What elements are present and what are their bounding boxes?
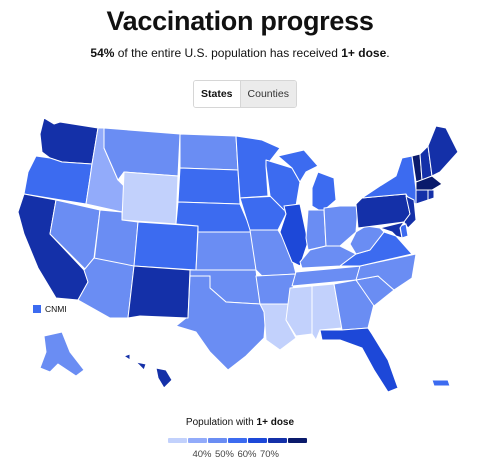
legend-swatch	[228, 438, 247, 443]
state-MN[interactable]	[235, 135, 281, 199]
page-title: Vaccination progress	[106, 6, 374, 36]
legend-swatch	[208, 438, 227, 443]
legend-title-prefix: Population with	[185, 417, 257, 428]
state-KY[interactable]	[299, 245, 357, 269]
state-TX[interactable]	[175, 275, 267, 371]
subtitle-end: .	[386, 46, 390, 60]
state-NM[interactable]	[127, 265, 191, 319]
subtitle-text: of the entire U.S. population has receiv…	[114, 46, 342, 60]
legend-swatch	[248, 438, 267, 443]
tab-counties[interactable]: Counties	[240, 81, 296, 107]
legend-ticks: 40% 50% 60% 70%	[192, 449, 279, 460]
subtitle-percent: 54%	[90, 46, 115, 60]
legend-swatch	[168, 438, 187, 443]
legend-swatch	[268, 438, 287, 443]
state-AK[interactable]	[39, 331, 85, 377]
state-RI[interactable]	[427, 189, 435, 201]
legend-swatch	[188, 438, 207, 443]
legend-swatch	[288, 438, 307, 443]
legend-title: Population with 1+ dose	[0, 417, 480, 428]
cnmi-swatch	[33, 305, 41, 313]
legend-swatches	[168, 438, 307, 443]
subtitle-dose: 1+ dose	[341, 46, 387, 60]
cnmi-territory[interactable]: CNMI	[33, 304, 67, 314]
page-subtitle: 54% of the entire U.S. population has re…	[0, 46, 480, 60]
state-NC[interactable]	[355, 253, 417, 291]
view-toggle: States Counties	[193, 80, 297, 108]
state-PR[interactable]	[431, 379, 451, 387]
legend-tick-label: 70%	[260, 449, 280, 460]
state-MA[interactable]	[415, 175, 443, 191]
state-NJ[interactable]	[403, 195, 417, 229]
legend-title-bold: 1+ dose	[256, 417, 295, 428]
state-MD[interactable]	[379, 221, 405, 239]
state-HI[interactable]	[123, 353, 173, 389]
cnmi-label: CNMI	[45, 304, 67, 314]
tab-states[interactable]: States	[194, 81, 241, 107]
legend-tick-label: 60%	[237, 449, 257, 460]
state-FL[interactable]	[319, 327, 399, 393]
legend-tick-label: 50%	[215, 449, 235, 460]
legend-tick-label: 40%	[192, 449, 212, 460]
state-MS[interactable]	[285, 285, 313, 337]
state-IL[interactable]	[279, 203, 309, 267]
state-GA[interactable]	[333, 279, 375, 331]
